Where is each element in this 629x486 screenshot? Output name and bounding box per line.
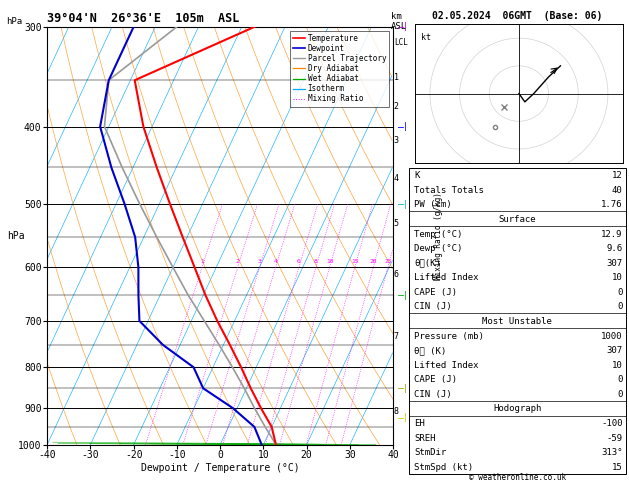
Text: K: K [414,171,420,180]
X-axis label: Dewpoint / Temperature (°C): Dewpoint / Temperature (°C) [141,463,299,473]
Text: —: — [398,413,404,423]
Text: 7: 7 [394,332,399,341]
Text: θᴄ (K): θᴄ (K) [414,346,446,355]
Text: 3: 3 [258,259,262,264]
Text: Hodograph: Hodograph [493,404,542,414]
Text: 6: 6 [394,270,399,279]
Text: 307: 307 [606,346,623,355]
Text: Mixing Ratio (g/kg): Mixing Ratio (g/kg) [433,192,443,279]
Text: θᴄ(K): θᴄ(K) [414,259,441,268]
Text: 313°: 313° [601,448,623,457]
Text: CIN (J): CIN (J) [414,302,452,312]
Text: 6: 6 [297,259,301,264]
Text: StmDir: StmDir [414,448,446,457]
Text: 12: 12 [612,171,623,180]
Text: 1: 1 [394,72,399,82]
Text: 12.9: 12.9 [601,229,623,239]
Text: EH: EH [414,419,425,428]
Text: —: — [398,122,404,132]
Text: 1: 1 [200,259,204,264]
Text: LCL: LCL [394,38,408,47]
Text: CAPE (J): CAPE (J) [414,375,457,384]
Text: 39°04'N  26°36'E  105m  ASL: 39°04'N 26°36'E 105m ASL [47,12,240,25]
Text: Surface: Surface [499,215,536,224]
Text: 0: 0 [617,390,623,399]
Text: kt: kt [421,33,431,42]
Text: StmSpd (kt): StmSpd (kt) [414,463,473,472]
Text: |: | [403,122,408,131]
Text: 2: 2 [236,259,240,264]
Text: CAPE (J): CAPE (J) [414,288,457,297]
Text: Totals Totals: Totals Totals [414,186,484,195]
Text: 1.76: 1.76 [601,200,623,209]
Text: 15: 15 [351,259,359,264]
Text: 5: 5 [394,219,399,227]
Text: 3: 3 [394,136,399,145]
Text: Dewp (°C): Dewp (°C) [414,244,462,253]
Text: |: | [403,384,408,393]
Text: hPa: hPa [7,231,25,241]
Text: Temp (°C): Temp (°C) [414,229,462,239]
Text: —: — [398,383,404,393]
Text: 40: 40 [612,186,623,195]
Text: 0: 0 [617,302,623,312]
Text: -59: -59 [606,434,623,443]
Text: 10: 10 [326,259,333,264]
Text: 8: 8 [314,259,318,264]
Text: 2: 2 [394,102,399,111]
Text: km: km [391,12,402,21]
Text: 02.05.2024  06GMT  (Base: 06): 02.05.2024 06GMT (Base: 06) [432,11,603,21]
Text: CIN (J): CIN (J) [414,390,452,399]
Text: 9.6: 9.6 [606,244,623,253]
Legend: Temperature, Dewpoint, Parcel Trajectory, Dry Adiabat, Wet Adiabat, Isotherm, Mi: Temperature, Dewpoint, Parcel Trajectory… [290,31,389,106]
Text: |: | [403,22,408,31]
Text: 8: 8 [394,407,399,416]
Text: PW (cm): PW (cm) [414,200,452,209]
Text: |: | [403,413,408,422]
Text: 4: 4 [394,174,399,183]
Text: Lifted Index: Lifted Index [414,273,479,282]
Text: —: — [398,22,404,32]
Text: 25: 25 [384,259,392,264]
Text: 0: 0 [617,375,623,384]
Text: 10: 10 [612,273,623,282]
Text: -100: -100 [601,419,623,428]
Text: Most Unstable: Most Unstable [482,317,552,326]
Text: |: | [403,200,408,208]
Text: hPa: hPa [6,17,23,26]
Text: 1000: 1000 [601,331,623,341]
Text: 10: 10 [612,361,623,370]
Text: —: — [398,199,404,209]
Text: Lifted Index: Lifted Index [414,361,479,370]
Text: 0: 0 [617,288,623,297]
Text: © weatheronline.co.uk: © weatheronline.co.uk [469,473,566,482]
Text: 4: 4 [274,259,277,264]
Text: 20: 20 [369,259,377,264]
Text: —: — [398,290,404,300]
Text: ASL: ASL [391,22,408,31]
Text: 307: 307 [606,259,623,268]
Text: SREH: SREH [414,434,435,443]
Text: |: | [403,291,408,300]
Text: 15: 15 [612,463,623,472]
Text: Pressure (mb): Pressure (mb) [414,331,484,341]
